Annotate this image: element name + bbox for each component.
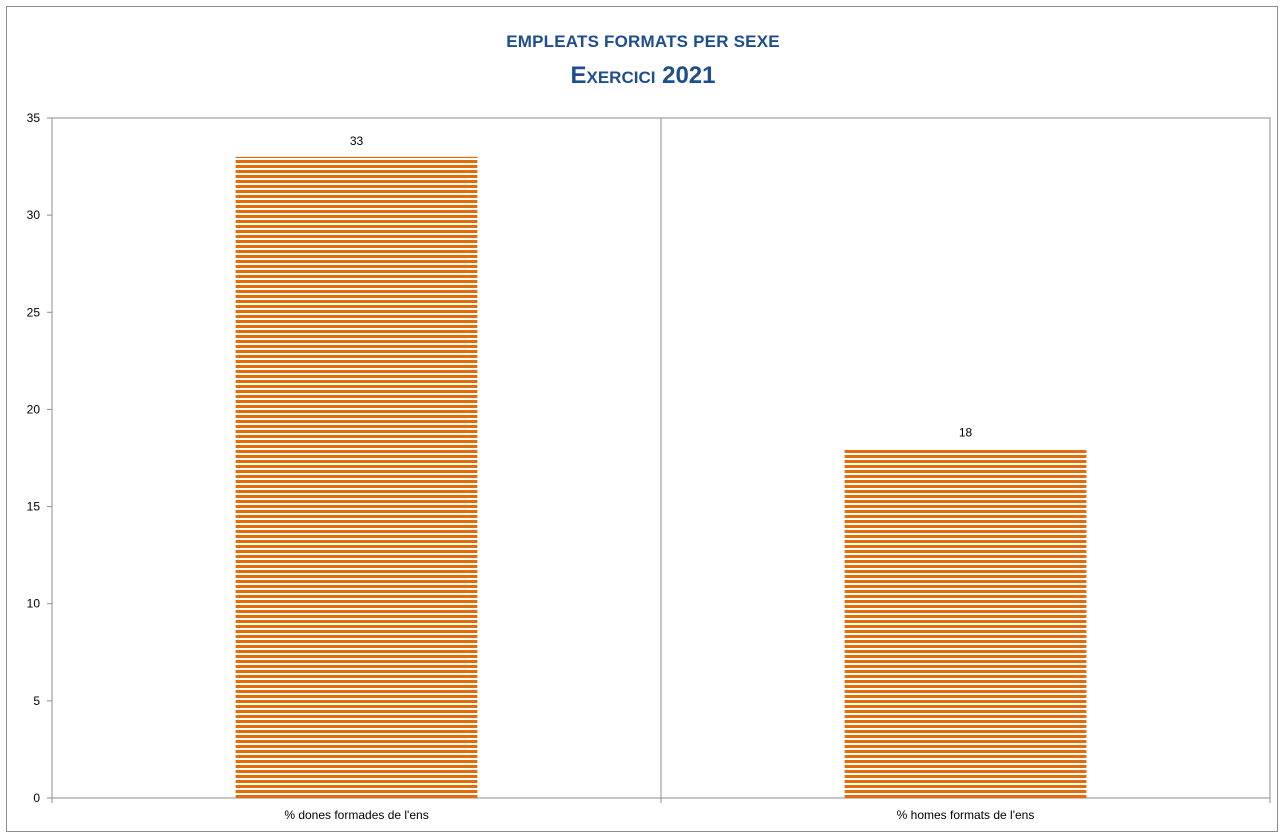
y-tick-label: 25 xyxy=(27,305,41,319)
x-category-label-2: % homes formats de l'ens xyxy=(897,808,1035,822)
bar-1 xyxy=(235,156,478,798)
data-label-1: 33 xyxy=(350,134,364,148)
labels: 0 5 10 15 20 25 30 35 33 % dones formades de l'en… xyxy=(27,111,1035,822)
axes xyxy=(47,117,1271,803)
y-tick-label: 5 xyxy=(33,694,40,708)
y-tick-label: 20 xyxy=(27,402,41,416)
y-tick-label: 35 xyxy=(27,111,41,125)
y-tick-label: 15 xyxy=(27,500,41,514)
bars xyxy=(235,156,1087,798)
chart-subtitle: Exercici 2021 xyxy=(570,62,716,89)
y-tick-label: 0 xyxy=(33,791,40,805)
y-tick-label: 10 xyxy=(27,597,41,611)
y-tick-label: 30 xyxy=(27,208,41,222)
data-label-2: 18 xyxy=(959,425,973,439)
bar-2 xyxy=(844,448,1087,798)
x-category-label-1: % dones formades de l'ens xyxy=(284,808,428,822)
chart-title: EMPLEATS FORMATS PER SEXE xyxy=(506,32,780,51)
